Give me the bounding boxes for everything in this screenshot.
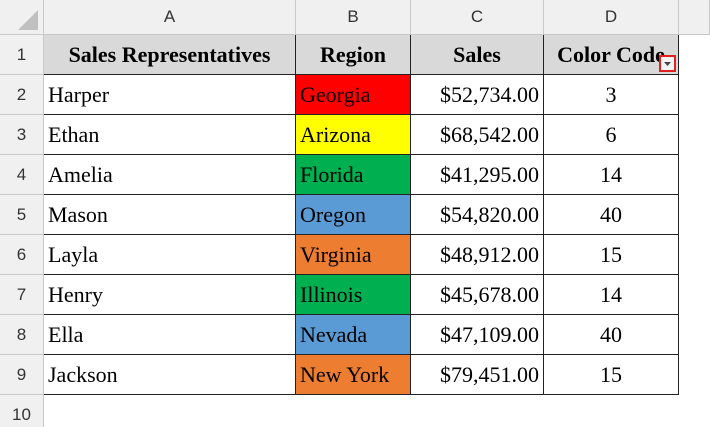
cell[interactable]: 14 <box>544 155 679 195</box>
cell[interactable]: Harper <box>44 75 296 115</box>
cell[interactable]: Mason <box>44 195 296 235</box>
header-cell[interactable]: Sales <box>411 35 544 75</box>
filter-button[interactable] <box>659 55 676 72</box>
cell[interactable]: $41,295.00 <box>411 155 544 195</box>
cell[interactable]: New York <box>296 355 411 395</box>
header-cell[interactable]: Region <box>296 35 411 75</box>
cell[interactable]: Illinois <box>296 275 411 315</box>
cell[interactable]: Georgia <box>296 75 411 115</box>
row-number[interactable]: 7 <box>0 275 44 315</box>
row-number[interactable]: 6 <box>0 235 44 275</box>
cell[interactable]: Jackson <box>44 355 296 395</box>
corner-triangle <box>18 10 38 30</box>
cell[interactable]: Arizona <box>296 115 411 155</box>
cell[interactable]: 6 <box>544 115 679 155</box>
column-header[interactable]: D <box>544 0 679 35</box>
cell[interactable]: $48,912.00 <box>411 235 544 275</box>
cell[interactable]: Nevada <box>296 315 411 355</box>
column-header-blank <box>679 0 710 35</box>
cell[interactable]: Oregon <box>296 195 411 235</box>
cell[interactable]: Ella <box>44 315 296 355</box>
row-number[interactable]: 2 <box>0 75 44 115</box>
row-number[interactable]: 9 <box>0 355 44 395</box>
column-header[interactable]: A <box>44 0 296 35</box>
cell[interactable]: Henry <box>44 275 296 315</box>
cell[interactable]: 40 <box>544 315 679 355</box>
cell[interactable]: Virginia <box>296 235 411 275</box>
row-number[interactable]: 4 <box>0 155 44 195</box>
row-number[interactable]: 3 <box>0 115 44 155</box>
row-number[interactable]: 8 <box>0 315 44 355</box>
cell[interactable]: 14 <box>544 275 679 315</box>
header-cell[interactable]: Color Code <box>544 35 679 75</box>
cell[interactable]: $47,109.00 <box>411 315 544 355</box>
cell[interactable]: Amelia <box>44 155 296 195</box>
cell[interactable]: 3 <box>544 75 679 115</box>
cell[interactable]: $54,820.00 <box>411 195 544 235</box>
column-header[interactable]: B <box>296 0 411 35</box>
cell[interactable]: 15 <box>544 235 679 275</box>
cell[interactable]: Layla <box>44 235 296 275</box>
column-header[interactable]: C <box>411 0 544 35</box>
filter-arrow <box>664 62 671 66</box>
header-cell[interactable]: Sales Representatives <box>44 35 296 75</box>
row-number[interactable]: 5 <box>0 195 44 235</box>
cell[interactable]: $79,451.00 <box>411 355 544 395</box>
cell[interactable]: Ethan <box>44 115 296 155</box>
row-number[interactable]: 10 <box>0 395 44 427</box>
select-all-corner[interactable] <box>0 0 44 35</box>
cell[interactable]: 40 <box>544 195 679 235</box>
cell[interactable]: $68,542.00 <box>411 115 544 155</box>
row-number[interactable]: 1 <box>0 35 44 75</box>
cell[interactable]: Florida <box>296 155 411 195</box>
cell[interactable]: $45,678.00 <box>411 275 544 315</box>
cell[interactable]: 15 <box>544 355 679 395</box>
cell[interactable]: $52,734.00 <box>411 75 544 115</box>
